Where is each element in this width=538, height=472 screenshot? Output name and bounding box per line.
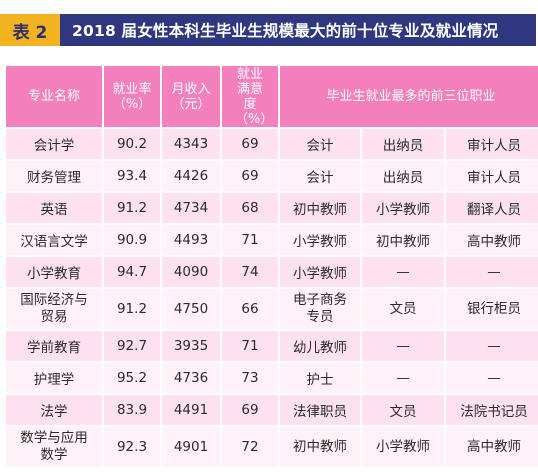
cell-job-3: 高中教师 (446, 225, 538, 255)
cell-monthly-income: 4736 (162, 363, 220, 393)
cell-job-3: 翻译人员 (446, 193, 538, 223)
header-top-jobs: 毕业生就业最多的前三位职业 (280, 66, 538, 127)
cell-employment-rate: 91.2 (104, 289, 160, 329)
employment-table: 专业名称 就业率（%） 月收入（元） 就业满意度（%） 毕业生就业最多的前三位职… (4, 64, 538, 469)
cell-job-2: 小学教师 (362, 193, 444, 223)
cell-job-2: 出纳员 (362, 129, 444, 159)
header-satisfaction: 就业满意度（%） (222, 66, 278, 127)
cell-employment-rate: 90.9 (104, 225, 160, 255)
cell-monthly-income: 4090 (162, 257, 220, 287)
cell-employment-rate: 83.9 (104, 395, 160, 425)
cell-employment-rate: 93.4 (104, 161, 160, 191)
header-satisfaction-label: 就业满意度（%） (235, 66, 274, 127)
cell-major: 小学教育 (6, 257, 102, 287)
table-number-badge: 表 2 (0, 14, 60, 46)
cell-employment-rate: 95.2 (104, 363, 160, 393)
cell-satisfaction: 66 (222, 289, 278, 329)
cell-job-3: 高中教师 (446, 427, 538, 467)
header-employment-rate: 就业率（%） (104, 66, 160, 127)
cell-employment-rate: 90.2 (104, 129, 160, 159)
cell-satisfaction: 74 (222, 257, 278, 287)
cell-job-2: 文员 (362, 395, 444, 425)
cell-major: 护理学 (6, 363, 102, 393)
cell-major: 会计学 (6, 129, 102, 159)
cell-job-1: 电子商务专员 (280, 289, 360, 329)
table-title: 2018 届女性本科生毕业生规模最大的前十位专业及就业情况 (60, 14, 536, 46)
cell-job-2: — (362, 363, 444, 393)
cell-monthly-income: 4343 (162, 129, 220, 159)
cell-job-3: 银行柜员 (446, 289, 538, 329)
table-row: 会计学 90.2 4343 69 会计 出纳员 审计人员 (6, 129, 538, 159)
cell-job-3: 审计人员 (446, 161, 538, 191)
cell-job-2: 文员 (362, 289, 444, 329)
cell-job-2: — (362, 331, 444, 361)
cell-monthly-income: 4901 (162, 427, 220, 467)
header-major: 专业名称 (6, 66, 102, 127)
table-row: 财务管理 93.4 4426 69 会计 出纳员 审计人员 (6, 161, 538, 191)
cell-monthly-income: 4426 (162, 161, 220, 191)
cell-job-1: 小学教师 (280, 257, 360, 287)
header-employment-rate-label: 就业率（%） (112, 81, 152, 112)
cell-job-3: — (446, 331, 538, 361)
cell-monthly-income: 4493 (162, 225, 220, 255)
cell-major: 英语 (6, 193, 102, 223)
cell-major: 数学与应用数学 (6, 427, 102, 467)
header-monthly-income-label: 月收入（元） (171, 81, 211, 112)
cell-employment-rate: 92.7 (104, 331, 160, 361)
header-monthly-income: 月收入（元） (162, 66, 220, 127)
table-row: 护理学 95.2 4736 73 护士 — — (6, 363, 538, 393)
table-row: 数学与应用数学 92.3 4901 72 初中教师 小学教师 高中教师 (6, 427, 538, 467)
table-row: 国际经济与贸易 91.2 4750 66 电子商务专员 文员 银行柜员 (6, 289, 538, 329)
cell-monthly-income: 3935 (162, 331, 220, 361)
cell-job-2: 小学教师 (362, 427, 444, 467)
cell-job-3: 法院书记员 (446, 395, 538, 425)
cell-job-1: 初中教师 (280, 427, 360, 467)
table-row: 英语 91.2 4734 68 初中教师 小学教师 翻译人员 (6, 193, 538, 223)
table-row: 小学教育 94.7 4090 74 小学教师 — — (6, 257, 538, 287)
cell-job-1: 小学教师 (280, 225, 360, 255)
cell-job-1: 护士 (280, 363, 360, 393)
table-row: 学前教育 92.7 3935 71 幼儿教师 — — (6, 331, 538, 361)
cell-major: 汉语言文学 (6, 225, 102, 255)
header-row: 专业名称 就业率（%） 月收入（元） 就业满意度（%） 毕业生就业最多的前三位职… (6, 66, 538, 127)
title-bar: 表 2 2018 届女性本科生毕业生规模最大的前十位专业及就业情况 (0, 0, 538, 52)
cell-satisfaction: 69 (222, 129, 278, 159)
cell-job-2: 出纳员 (362, 161, 444, 191)
cell-major: 法学 (6, 395, 102, 425)
cell-monthly-income: 4750 (162, 289, 220, 329)
cell-job-1: 会计 (280, 161, 360, 191)
cell-job-1: 幼儿教师 (280, 331, 360, 361)
cell-job-1: 法律职员 (280, 395, 360, 425)
cell-employment-rate: 92.3 (104, 427, 160, 467)
cell-major: 学前教育 (6, 331, 102, 361)
cell-employment-rate: 94.7 (104, 257, 160, 287)
cell-monthly-income: 4734 (162, 193, 220, 223)
cell-satisfaction: 71 (222, 331, 278, 361)
cell-job-1: 会计 (280, 129, 360, 159)
cell-job-2: 初中教师 (362, 225, 444, 255)
cell-employment-rate: 91.2 (104, 193, 160, 223)
cell-job-3: — (446, 257, 538, 287)
cell-satisfaction: 72 (222, 427, 278, 467)
cell-satisfaction: 69 (222, 395, 278, 425)
cell-job-1: 初中教师 (280, 193, 360, 223)
table-row: 汉语言文学 90.9 4493 71 小学教师 初中教师 高中教师 (6, 225, 538, 255)
cell-satisfaction: 69 (222, 161, 278, 191)
cell-satisfaction: 73 (222, 363, 278, 393)
table-row: 法学 83.9 4491 69 法律职员 文员 法院书记员 (6, 395, 538, 425)
cell-major: 国际经济与贸易 (6, 289, 102, 329)
cell-job-2: — (362, 257, 444, 287)
cell-satisfaction: 71 (222, 225, 278, 255)
cell-monthly-income: 4491 (162, 395, 220, 425)
cell-job-3: — (446, 363, 538, 393)
cell-job-3: 审计人员 (446, 129, 538, 159)
table-body: 会计学 90.2 4343 69 会计 出纳员 审计人员 财务管理 93.4 4426 69 会计 出纳… (6, 129, 538, 467)
cell-satisfaction: 68 (222, 193, 278, 223)
cell-major: 财务管理 (6, 161, 102, 191)
